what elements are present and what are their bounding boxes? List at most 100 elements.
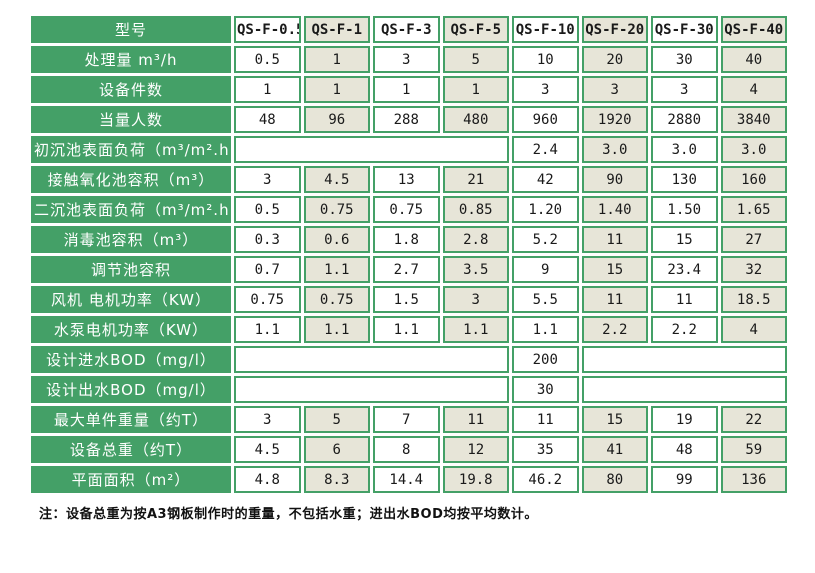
row-label: 水泵电机功率（KW） bbox=[31, 316, 231, 343]
table-cell: 11 bbox=[581, 226, 648, 253]
table-cell: 3 bbox=[442, 286, 509, 313]
table-cell: 30 bbox=[651, 46, 718, 73]
row-label: 当量人数 bbox=[31, 106, 231, 133]
table-cell: 0.75 bbox=[373, 196, 440, 223]
row-label: 设备件数 bbox=[31, 76, 231, 103]
table-cell: 0.75 bbox=[303, 196, 370, 223]
table-cell: 1 bbox=[303, 46, 370, 73]
row-label: 初沉池表面负荷（m³/m².h） bbox=[31, 136, 231, 163]
table-cell: 130 bbox=[651, 166, 718, 193]
table-cell: 11 bbox=[581, 286, 648, 313]
table-cell: 8.3 bbox=[303, 466, 370, 493]
table-cell: 960 bbox=[512, 106, 579, 133]
table-cell: 15 bbox=[581, 256, 648, 283]
table-cell: 14.4 bbox=[373, 466, 440, 493]
table-cell: 3.0 bbox=[651, 136, 718, 163]
table-cell: 18.5 bbox=[720, 286, 787, 313]
row-label: 风机 电机功率（KW） bbox=[31, 286, 231, 313]
table-cell-merged-empty bbox=[234, 346, 509, 373]
table-cell: 4.8 bbox=[234, 466, 301, 493]
table-cell: 0.85 bbox=[442, 196, 509, 223]
column-header-model: QS-F-0.5 bbox=[234, 16, 301, 43]
table-row: 接触氧化池容积（m³） 3 4.5 13 21 42 90 130 160 bbox=[31, 166, 787, 193]
table-cell: 3.5 bbox=[442, 256, 509, 283]
table-cell-merged-empty bbox=[581, 346, 787, 373]
table-cell: 1 bbox=[303, 76, 370, 103]
table-cell: 30 bbox=[512, 376, 579, 403]
row-label: 二沉池表面负荷（m³/m².h） bbox=[31, 196, 231, 223]
table-cell: 1920 bbox=[581, 106, 648, 133]
table-cell: 4 bbox=[720, 76, 787, 103]
page: 型号 QS-F-0.5 QS-F-1 QS-F-3 QS-F-5 QS-F-10 QS-F-… bbox=[28, 13, 790, 522]
table-cell: 0.75 bbox=[303, 286, 370, 313]
table-cell: 6 bbox=[303, 436, 370, 463]
column-header-model: QS-F-1 bbox=[303, 16, 370, 43]
table-cell: 5.5 bbox=[512, 286, 579, 313]
table-row: 当量人数 48 96 288 480 960 1920 2880 3840 bbox=[31, 106, 787, 133]
table-cell: 35 bbox=[512, 436, 579, 463]
table-cell: 3.0 bbox=[581, 136, 648, 163]
table-cell: 1.1 bbox=[234, 316, 301, 343]
table-row: 最大单件重量（约T） 3 5 7 11 11 15 19 22 bbox=[31, 406, 787, 433]
table-cell: 12 bbox=[442, 436, 509, 463]
table-cell: 5 bbox=[442, 46, 509, 73]
table-cell: 0.5 bbox=[234, 46, 301, 73]
table-cell: 41 bbox=[581, 436, 648, 463]
table-cell: 0.6 bbox=[303, 226, 370, 253]
table-cell: 3 bbox=[234, 166, 301, 193]
table-cell: 3840 bbox=[720, 106, 787, 133]
table-row: 水泵电机功率（KW） 1.1 1.1 1.1 1.1 1.1 2.2 2.2 4 bbox=[31, 316, 787, 343]
table-cell: 8 bbox=[373, 436, 440, 463]
table-cell: 1.1 bbox=[303, 316, 370, 343]
table-cell: 1.5 bbox=[373, 286, 440, 313]
table-cell: 46.2 bbox=[512, 466, 579, 493]
table-cell: 480 bbox=[442, 106, 509, 133]
table-cell: 27 bbox=[720, 226, 787, 253]
table-row: 风机 电机功率（KW） 0.75 0.75 1.5 3 5.5 11 11 18.5 bbox=[31, 286, 787, 313]
table-cell: 7 bbox=[373, 406, 440, 433]
table-cell: 59 bbox=[720, 436, 787, 463]
table-row: 平面面积（m²） 4.8 8.3 14.4 19.8 46.2 80 99 136 bbox=[31, 466, 787, 493]
table-cell: 15 bbox=[581, 406, 648, 433]
table-cell: 32 bbox=[720, 256, 787, 283]
table-cell: 0.7 bbox=[234, 256, 301, 283]
table-cell: 21 bbox=[442, 166, 509, 193]
table-cell: 3 bbox=[651, 76, 718, 103]
table-cell: 11 bbox=[512, 406, 579, 433]
row-label: 消毒池容积（m³） bbox=[31, 226, 231, 253]
table-cell: 0.5 bbox=[234, 196, 301, 223]
table-cell: 3 bbox=[581, 76, 648, 103]
column-header-model: QS-F-3 bbox=[373, 16, 440, 43]
table-cell: 19.8 bbox=[442, 466, 509, 493]
table-cell: 288 bbox=[373, 106, 440, 133]
table-cell: 96 bbox=[303, 106, 370, 133]
table-cell: 42 bbox=[512, 166, 579, 193]
table-row: 设备件数 1 1 1 1 3 3 3 4 bbox=[31, 76, 787, 103]
table-cell: 90 bbox=[581, 166, 648, 193]
table-cell: 80 bbox=[581, 466, 648, 493]
table-cell: 1.50 bbox=[651, 196, 718, 223]
table-cell: 99 bbox=[651, 466, 718, 493]
table-cell: 22 bbox=[720, 406, 787, 433]
table-cell: 2.2 bbox=[651, 316, 718, 343]
row-label: 处理量 m³/h bbox=[31, 46, 231, 73]
table-row: 初沉池表面负荷（m³/m².h） 2.4 3.0 3.0 3.0 bbox=[31, 136, 787, 163]
table-cell: 2.8 bbox=[442, 226, 509, 253]
table-cell: 11 bbox=[442, 406, 509, 433]
table-cell: 40 bbox=[720, 46, 787, 73]
table-cell: 3 bbox=[234, 406, 301, 433]
table-cell: 3 bbox=[373, 46, 440, 73]
column-header-model: QS-F-20 bbox=[581, 16, 648, 43]
table-cell: 19 bbox=[651, 406, 718, 433]
table-cell: 5 bbox=[303, 406, 370, 433]
header-row: 型号 QS-F-0.5 QS-F-1 QS-F-3 QS-F-5 QS-F-10 QS-F-… bbox=[31, 16, 787, 43]
table-cell: 1.1 bbox=[373, 316, 440, 343]
table-cell: 1.65 bbox=[720, 196, 787, 223]
table-cell: 3.0 bbox=[720, 136, 787, 163]
spec-table: 型号 QS-F-0.5 QS-F-1 QS-F-3 QS-F-5 QS-F-10 QS-F-… bbox=[28, 13, 790, 496]
table-cell: 4.5 bbox=[303, 166, 370, 193]
table-cell: 0.3 bbox=[234, 226, 301, 253]
row-label: 调节池容积 bbox=[31, 256, 231, 283]
table-cell: 1.40 bbox=[581, 196, 648, 223]
table-cell-merged-empty bbox=[234, 376, 509, 403]
